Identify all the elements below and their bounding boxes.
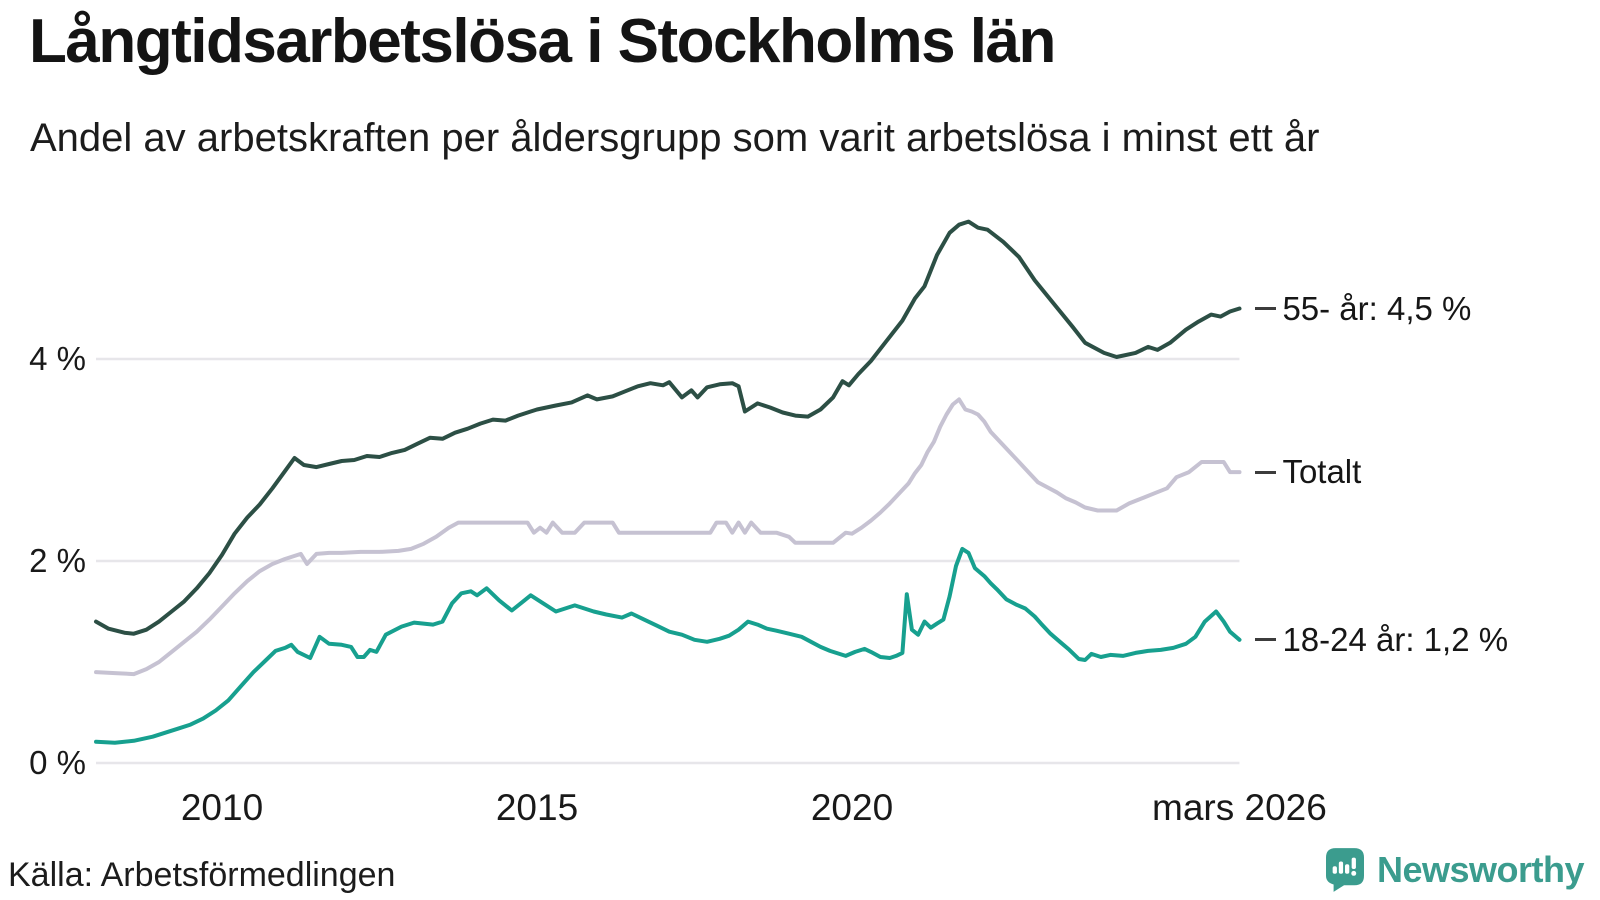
y-axis-tick: 0 %: [29, 744, 86, 781]
newsworthy-bubble-icon: [1325, 848, 1364, 892]
newsworthy-logo: Newsworthy: [1325, 848, 1585, 892]
series-label-totalt: Totalt: [1255, 450, 1361, 494]
series-label-text: 55- år: 4,5 %: [1282, 289, 1472, 327]
series-line-Totalt: [94, 397, 1242, 677]
series-lines: [94, 219, 1242, 745]
y-axis-tick: 2 %: [29, 542, 86, 579]
label-connector-dash: [1255, 307, 1277, 310]
y-axis-tick: 4 %: [29, 340, 86, 377]
label-connector-dash: [1255, 470, 1277, 474]
newsworthy-wordmark: Newsworthy: [1376, 849, 1585, 890]
x-axis-tick: 2010: [180, 787, 264, 828]
label-connector-dash: [1255, 638, 1277, 642]
source-attribution: Källa: Arbetsförmedlingen: [8, 856, 396, 894]
series-line-55-år: [94, 219, 1242, 636]
page-title: Långtidsarbetslösa i Stockholms län: [29, 7, 1056, 76]
series-label-text: Totalt: [1282, 453, 1362, 491]
page-subtitle: Andel av arbetskraften per åldersgrupp s…: [30, 116, 1320, 160]
x-axis-tick: mars 2026: [1152, 787, 1327, 828]
x-axis-tick: 2020: [810, 787, 894, 828]
series-label-55-plus: 55- år: 4,5 %: [1255, 287, 1471, 331]
series-line-18-24år: [94, 546, 1242, 745]
x-axis-tick: 2015: [495, 787, 579, 828]
series-label-text: 18-24 år: 1,2 %: [1282, 620, 1509, 658]
gridlines: [96, 357, 1240, 765]
series-label-18-24: 18-24 år: 1,2 %: [1255, 618, 1508, 662]
